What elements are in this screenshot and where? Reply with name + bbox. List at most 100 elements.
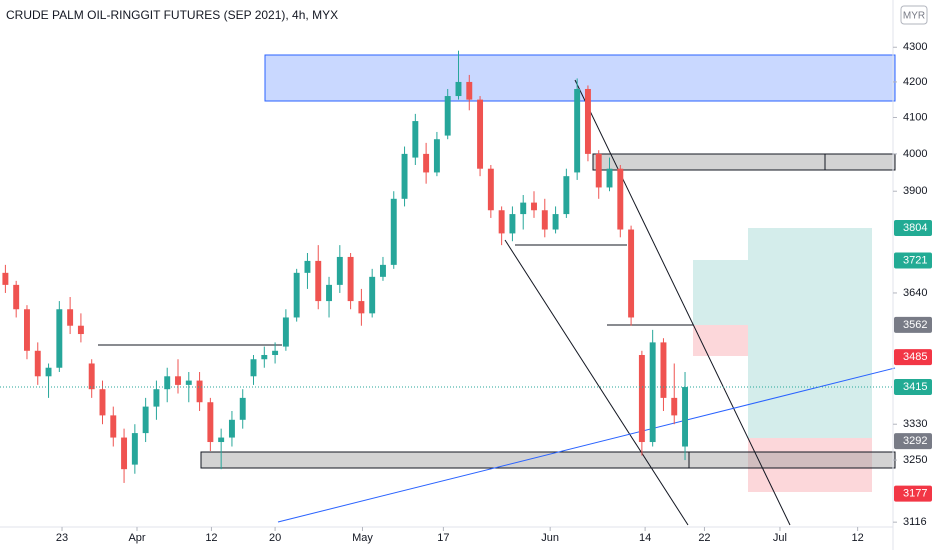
candle-body xyxy=(574,88,581,173)
candle-body xyxy=(401,153,408,199)
candle-body xyxy=(196,380,203,403)
trend-line xyxy=(574,79,791,526)
candle-body xyxy=(185,380,192,385)
price-label-box xyxy=(894,219,932,236)
candle-body xyxy=(660,342,667,398)
candle-body xyxy=(110,415,117,438)
drawings xyxy=(98,54,896,526)
candle-body xyxy=(175,376,181,385)
candle-body xyxy=(606,168,613,188)
candle-body xyxy=(423,153,430,173)
stop-zone xyxy=(748,438,872,492)
trend-line xyxy=(504,239,689,526)
candle-body xyxy=(77,325,84,335)
candle-body xyxy=(207,402,214,443)
candle-body xyxy=(142,406,149,434)
x-tick-label: 22 xyxy=(698,532,710,544)
price-label-box xyxy=(894,433,932,450)
candle-body xyxy=(455,81,462,97)
candle-body xyxy=(13,284,20,310)
candle-body xyxy=(88,363,95,390)
x-tick-label: 20 xyxy=(269,532,281,544)
trend-line xyxy=(277,367,896,523)
candle-body xyxy=(531,202,537,211)
zone xyxy=(592,153,896,171)
candle-body xyxy=(628,229,635,318)
candle-body xyxy=(56,309,63,368)
price-label-box xyxy=(894,349,932,366)
candle-body xyxy=(682,387,688,447)
price-label: 3485 xyxy=(903,351,927,363)
candle-body xyxy=(131,433,138,465)
target-zone xyxy=(748,228,872,438)
x-tick-label: 14 xyxy=(639,532,651,544)
y-tick-label: 3900 xyxy=(903,185,927,197)
candle-body xyxy=(2,272,9,285)
candle-body xyxy=(466,81,473,100)
candle-body xyxy=(520,202,527,215)
x-tick-label: Jul xyxy=(773,532,787,544)
candle-body xyxy=(304,260,311,273)
candle-body xyxy=(293,272,300,318)
candle-body xyxy=(326,284,332,302)
y-tick-label: 4200 xyxy=(903,76,927,88)
candle-body xyxy=(433,139,440,173)
price-label: 3292 xyxy=(903,435,927,447)
candle-body xyxy=(99,389,106,416)
candle-body xyxy=(369,276,376,314)
price-label: 3804 xyxy=(903,222,927,234)
candle-body xyxy=(218,437,225,443)
candle-body xyxy=(272,350,279,356)
y-tick-label: 3116 xyxy=(903,516,927,528)
candle-body xyxy=(541,210,548,230)
x-tick-label: 23 xyxy=(56,532,68,544)
candle-body xyxy=(228,419,235,438)
y-tick-label: 3640 xyxy=(903,287,927,299)
y-tick-label: 4100 xyxy=(903,111,927,123)
x-tick-label: 12 xyxy=(205,532,217,544)
candle-body xyxy=(34,350,41,377)
y-tick-label: 3250 xyxy=(903,454,927,466)
candle-body xyxy=(164,376,171,390)
candle-body xyxy=(671,397,678,416)
candle-body xyxy=(315,260,322,302)
candle-body xyxy=(509,214,516,234)
candle-body xyxy=(487,168,494,211)
price-label: 3415 xyxy=(903,381,927,393)
price-label-box xyxy=(894,316,932,333)
y-tick-label: 4300 xyxy=(903,41,927,53)
candle-body xyxy=(347,256,354,302)
candle-body xyxy=(552,214,559,230)
price-label-box xyxy=(894,379,932,396)
candle-body xyxy=(412,121,419,158)
x-tick-label: May xyxy=(352,532,373,544)
candle-body xyxy=(498,210,505,234)
candle-body xyxy=(121,437,128,470)
candle-body xyxy=(67,309,74,326)
candle-body xyxy=(595,153,602,188)
x-tick-label: 12 xyxy=(852,532,864,544)
candle-body xyxy=(584,88,591,154)
y-tick-label: 4000 xyxy=(903,148,927,160)
candle-body xyxy=(563,176,570,215)
target-zone xyxy=(693,260,748,325)
x-tick-label: Jun xyxy=(541,532,559,544)
price-label-box xyxy=(894,252,932,269)
price-label: 3721 xyxy=(903,254,927,266)
candle-body xyxy=(239,397,246,420)
candle-body xyxy=(24,309,30,351)
candle-body xyxy=(380,264,386,277)
candle-body xyxy=(617,168,624,230)
candle-body xyxy=(282,317,289,347)
candle-body xyxy=(649,342,656,443)
candle-body xyxy=(45,367,52,377)
price-label: 3562 xyxy=(903,319,927,331)
candle-body xyxy=(261,355,268,360)
x-tick-label: 17 xyxy=(437,532,449,544)
chart-title: CRUDE PALM OIL-RINGGIT FUTURES (SEP 2021… xyxy=(6,8,338,22)
candle-body xyxy=(390,198,397,265)
currency: MYR xyxy=(903,11,925,22)
currency-box xyxy=(900,5,928,25)
